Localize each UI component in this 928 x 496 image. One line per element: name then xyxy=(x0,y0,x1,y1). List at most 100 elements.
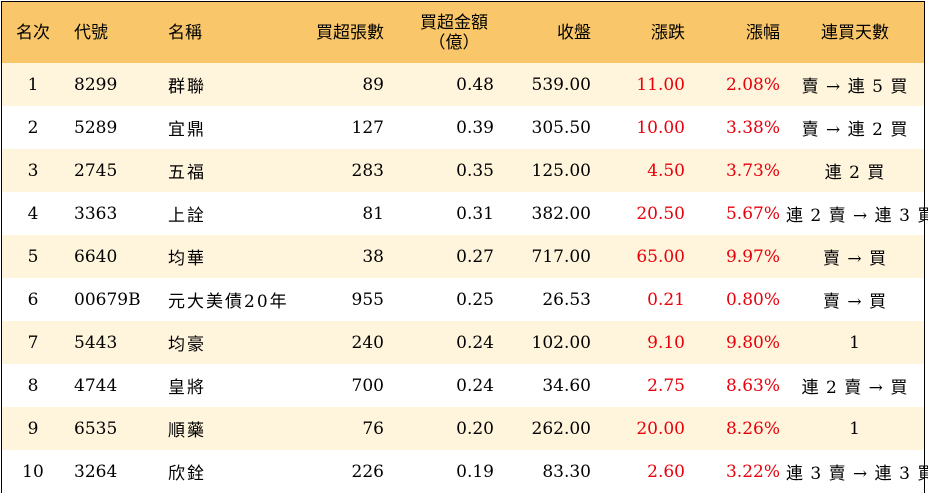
close-cell: 102.00 xyxy=(500,321,597,364)
net-buy-amount-cell: 0.20 xyxy=(390,407,500,450)
table-row: 4 3363 上詮 81 0.31 382.00 20.50 5.67% 連 2 賣 → 連 3… xyxy=(2,192,928,235)
streak-cell: 1 xyxy=(786,321,924,364)
net-buy-amount-cell: 0.31 xyxy=(390,192,500,235)
header-code: 代號 xyxy=(64,2,158,63)
close-cell: 539.00 xyxy=(500,63,597,106)
change-pct-cell: 3.22% xyxy=(691,450,786,493)
net-buy-lots-cell: 76 xyxy=(308,407,390,450)
streak-cell: 連 2 賣 → 連 3 買 xyxy=(786,192,928,235)
code-cell: 5289 xyxy=(64,106,158,149)
change-cell: 2.75 xyxy=(597,364,691,407)
header-streak: 連買天數 xyxy=(786,2,924,63)
change-cell: 4.50 xyxy=(597,149,691,192)
change-pct-cell: 3.38% xyxy=(691,106,786,149)
name-cell: 上詮 xyxy=(158,192,308,235)
net-buy-lots-cell: 89 xyxy=(308,63,390,106)
net-buy-amount-cell: 0.24 xyxy=(390,364,500,407)
code-cell: 2745 xyxy=(64,149,158,192)
change-pct-cell: 8.26% xyxy=(691,407,786,450)
table-row: 1 8299 群聯 89 0.48 539.00 11.00 2.08% 賣 → 連 5 買 xyxy=(2,63,924,106)
close-cell: 83.30 xyxy=(500,450,597,493)
rank-cell: 4 xyxy=(2,192,64,235)
net-buy-lots-cell: 127 xyxy=(308,106,390,149)
close-cell: 382.00 xyxy=(500,192,597,235)
net-buy-amount-cell: 0.27 xyxy=(390,235,500,278)
rank-cell: 8 xyxy=(2,364,64,407)
close-cell: 262.00 xyxy=(500,407,597,450)
table-row: 6 00679B 元大美債20年 955 0.25 26.53 0.21 0.80% 賣 → 買 xyxy=(2,278,924,321)
change-pct-cell: 9.80% xyxy=(691,321,786,364)
rank-cell: 7 xyxy=(2,321,64,364)
change-cell: 11.00 xyxy=(597,63,691,106)
rank-cell: 5 xyxy=(2,235,64,278)
net-buy-amount-cell: 0.25 xyxy=(390,278,500,321)
change-pct-cell: 0.80% xyxy=(691,278,786,321)
code-cell: 3363 xyxy=(64,192,158,235)
streak-cell: 賣 → 買 xyxy=(786,235,924,278)
change-pct-cell: 2.08% xyxy=(691,63,786,106)
name-cell: 均華 xyxy=(158,235,308,278)
table-row: 7 5443 均豪 240 0.24 102.00 9.10 9.80% 1 xyxy=(2,321,924,364)
change-cell: 65.00 xyxy=(597,235,691,278)
net-buy-amount-cell: 0.39 xyxy=(390,106,500,149)
streak-cell: 賣 → 買 xyxy=(786,278,924,321)
header-change-pct: 漲幅 xyxy=(691,2,786,63)
name-cell: 元大美債20年 xyxy=(158,278,308,321)
rank-cell: 3 xyxy=(2,149,64,192)
change-cell: 20.50 xyxy=(597,192,691,235)
close-cell: 34.60 xyxy=(500,364,597,407)
table-row: 3 2745 五福 283 0.35 125.00 4.50 3.73% 連 2 買 xyxy=(2,149,924,192)
change-pct-cell: 5.67% xyxy=(691,192,786,235)
header-net-buy-amount: 買超金額 （億） xyxy=(390,2,500,63)
net-buy-lots-cell: 955 xyxy=(308,278,390,321)
change-pct-cell: 8.63% xyxy=(691,364,786,407)
change-cell: 2.60 xyxy=(597,450,691,493)
code-cell: 3264 xyxy=(64,450,158,493)
header-net-buy-amount-line1: 買超金額 xyxy=(420,12,488,33)
net-buy-amount-cell: 0.24 xyxy=(390,321,500,364)
rank-cell: 6 xyxy=(2,278,64,321)
table-row: 8 4744 皇將 700 0.24 34.60 2.75 8.63% 連 2 賣 → 買 xyxy=(2,364,924,407)
name-cell: 順藥 xyxy=(158,407,308,450)
net-buy-lots-cell: 81 xyxy=(308,192,390,235)
code-cell: 6640 xyxy=(64,235,158,278)
code-cell: 4744 xyxy=(64,364,158,407)
streak-cell: 連 2 買 xyxy=(786,149,924,192)
change-cell: 10.00 xyxy=(597,106,691,149)
streak-cell: 賣 → 連 2 買 xyxy=(786,106,924,149)
name-cell: 宜鼎 xyxy=(158,106,308,149)
net-buy-amount-cell: 0.35 xyxy=(390,149,500,192)
table-row: 5 6640 均華 38 0.27 717.00 65.00 9.97% 賣 → 買 xyxy=(2,235,924,278)
rank-cell: 9 xyxy=(2,407,64,450)
change-pct-cell: 3.73% xyxy=(691,149,786,192)
net-buy-lots-cell: 283 xyxy=(308,149,390,192)
rank-cell: 10 xyxy=(2,450,64,493)
name-cell: 五福 xyxy=(158,149,308,192)
name-cell: 皇將 xyxy=(158,364,308,407)
table-row: 2 5289 宜鼎 127 0.39 305.50 10.00 3.38% 賣 → 連 2 買 xyxy=(2,106,924,149)
code-cell: 8299 xyxy=(64,63,158,106)
table-row: 9 6535 順藥 76 0.20 262.00 20.00 8.26% 1 xyxy=(2,407,924,450)
net-buy-lots-cell: 700 xyxy=(308,364,390,407)
header-row: 名次 代號 名稱 買超張數 買超金額 （億） 收盤 漲跌 漲幅 連買天數 xyxy=(2,2,924,63)
name-cell: 群聯 xyxy=(158,63,308,106)
header-name: 名稱 xyxy=(158,2,308,63)
rank-cell: 2 xyxy=(2,106,64,149)
change-cell: 20.00 xyxy=(597,407,691,450)
net-buy-amount-cell: 0.48 xyxy=(390,63,500,106)
close-cell: 125.00 xyxy=(500,149,597,192)
streak-cell: 賣 → 連 5 買 xyxy=(786,63,924,106)
close-cell: 305.50 xyxy=(500,106,597,149)
net-buy-lots-cell: 226 xyxy=(308,450,390,493)
header-close: 收盤 xyxy=(500,2,597,63)
name-cell: 均豪 xyxy=(158,321,308,364)
streak-cell: 連 2 賣 → 買 xyxy=(786,364,924,407)
net-buy-lots-cell: 240 xyxy=(308,321,390,364)
rank-cell: 1 xyxy=(2,63,64,106)
name-cell: 欣銓 xyxy=(158,450,308,493)
code-cell: 00679B xyxy=(64,278,158,321)
close-cell: 26.53 xyxy=(500,278,597,321)
